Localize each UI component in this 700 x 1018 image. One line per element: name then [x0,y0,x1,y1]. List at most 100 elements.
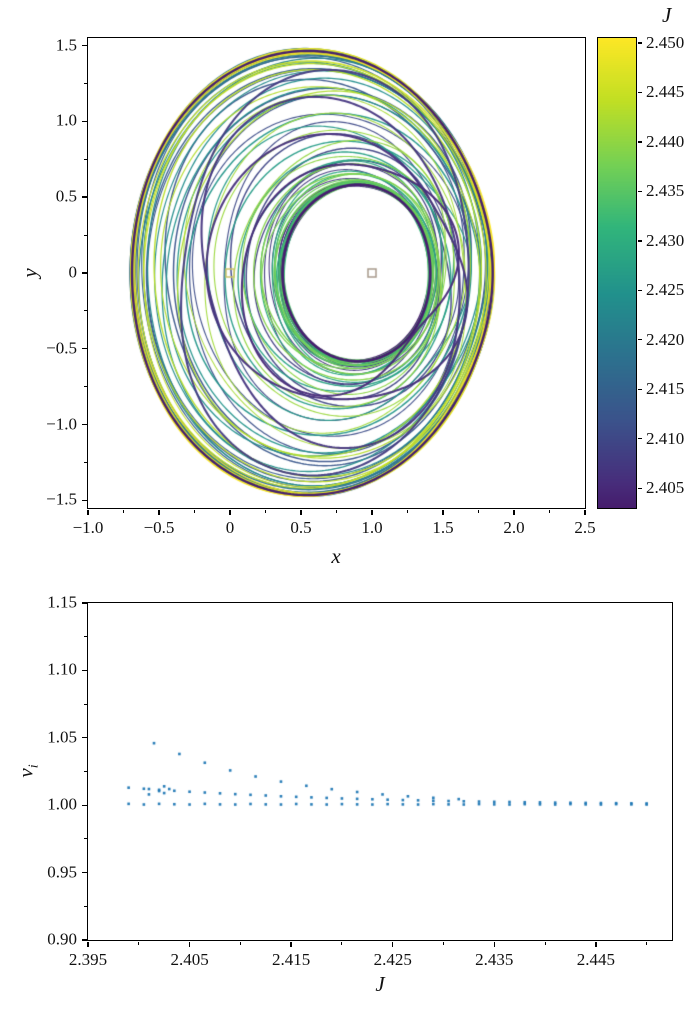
top-y-tick [81,499,87,502]
colorbar-tick [637,438,642,440]
top-y-tick-label: 0 [68,262,78,282]
bottom-y-minor-tick [83,703,87,705]
top-x-minor-tick [194,509,195,513]
top-x-tick [87,509,89,515]
top-y-tick-label: −1.5 [46,490,77,510]
bottom-x-tick [290,941,292,947]
bottom-y-tick-label: 1.05 [47,727,77,747]
colorbar-gradient-canvas [598,38,636,508]
top-x-tick [584,509,586,515]
bottom-x-tick-label: 2.415 [272,950,311,969]
top-x-tick-label: 0 [225,518,235,537]
top-x-tick [229,509,231,515]
colorbar-tick [637,487,642,489]
top-y-tick-label: −0.5 [46,338,77,358]
bottom-x-tick-label: 2.435 [475,950,514,969]
stability-index-scatter-canvas [88,603,672,940]
top-x-minor-tick [478,509,479,513]
bottom-x-tick [87,941,89,947]
top-y-tick [81,423,87,426]
top-x-minor-tick [407,509,408,513]
bottom-y-tick [81,602,87,604]
bottom-plot-area [87,602,673,941]
colorbar-tick-label: 2.405 [646,478,685,498]
bottom-x-tick [493,941,495,947]
top-x-tick [158,509,160,515]
colorbar-tick-label: 2.415 [646,379,685,399]
colorbar-tick [637,339,642,341]
colorbar-tick-label: 2.445 [646,82,685,102]
top-y-tick-label: −1.0 [46,414,77,434]
bottom-y-tick [81,871,87,874]
top-y-minor-tick [83,158,87,160]
bottom-x-tick-label: 2.405 [170,950,209,969]
top-y-tick [81,272,87,274]
top-y-tick [81,196,87,198]
top-y-tick [81,348,87,350]
colorbar-tick [637,240,642,242]
colorbar-tick [637,141,642,143]
colorbar-tick [637,42,642,44]
bottom-x-minor-tick [646,941,648,945]
top-plot-x-label: x [331,544,341,568]
top-y-tick-label: 1.5 [55,35,77,55]
colorbar-tick-label: 2.425 [646,280,685,300]
colorbar-tick-label: 2.430 [646,230,685,250]
top-x-tick-label: −0.5 [143,518,175,537]
bottom-plot-y-label: vi [13,764,42,777]
bottom-y-tick [81,804,87,806]
colorbar-tick [637,388,642,390]
bottom-y-tick-label: 0.95 [47,862,77,882]
top-y-tick-label: 1.0 [55,110,77,130]
colorbar [597,37,637,509]
top-x-tick [442,509,444,515]
bottom-y-tick-label: 1.10 [47,659,77,679]
colorbar-tick-label: 2.450 [646,32,685,52]
colorbar-tick-label: 2.435 [646,181,685,201]
top-x-tick [513,509,515,515]
bottom-y-minor-tick [83,636,87,638]
top-y-minor-tick [83,310,87,312]
top-y-minor-tick [83,234,87,236]
bottom-x-tick [595,941,597,947]
top-x-tick-label: 2.0 [503,518,525,537]
colorbar-tick [637,91,642,94]
top-y-tick [81,120,87,123]
top-plot-y-label: y [17,268,42,278]
top-x-minor-tick [123,509,124,513]
bottom-x-tick-label: 2.425 [373,950,412,969]
bottom-x-minor-tick [138,941,140,945]
colorbar-tick-label: 2.440 [646,131,685,151]
bottom-x-minor-tick [239,941,241,945]
top-x-minor-tick [336,509,337,513]
bottom-x-minor-tick [341,941,343,945]
top-x-tick [371,509,373,515]
bottom-x-minor-tick [442,941,444,945]
bottom-y-minor-tick [83,905,87,907]
top-x-tick-label: 1.5 [432,518,454,537]
colorbar-tick-label: 2.420 [646,329,685,349]
top-x-tick [300,509,302,515]
bottom-x-tick-label: 2.395 [68,950,108,969]
bottom-y-minor-tick [83,771,87,772]
bottom-y-tick-label: 0.90 [47,929,77,949]
bottom-x-tick [188,941,191,947]
colorbar-tick-label: 2.410 [646,428,685,448]
bottom-x-tick-label: 2.445 [576,950,615,969]
bottom-plot-x-label: J [375,972,385,996]
bottom-plot-y-label-sub: i [26,764,42,769]
bottom-y-tick [81,939,87,941]
bottom-x-minor-tick [544,941,546,945]
top-plot-area [87,37,586,509]
top-y-minor-tick [83,386,87,388]
top-y-tick [81,44,87,47]
top-x-minor-tick [549,509,550,513]
top-x-tick-label: 0.5 [290,518,312,537]
bottom-y-tick [81,737,87,739]
colorbar-tick [637,289,642,291]
top-x-tick-label: 1.0 [361,518,383,537]
colorbar-tick [637,190,642,193]
top-x-tick-label: 2.5 [574,518,596,537]
bottom-x-tick [391,941,394,947]
